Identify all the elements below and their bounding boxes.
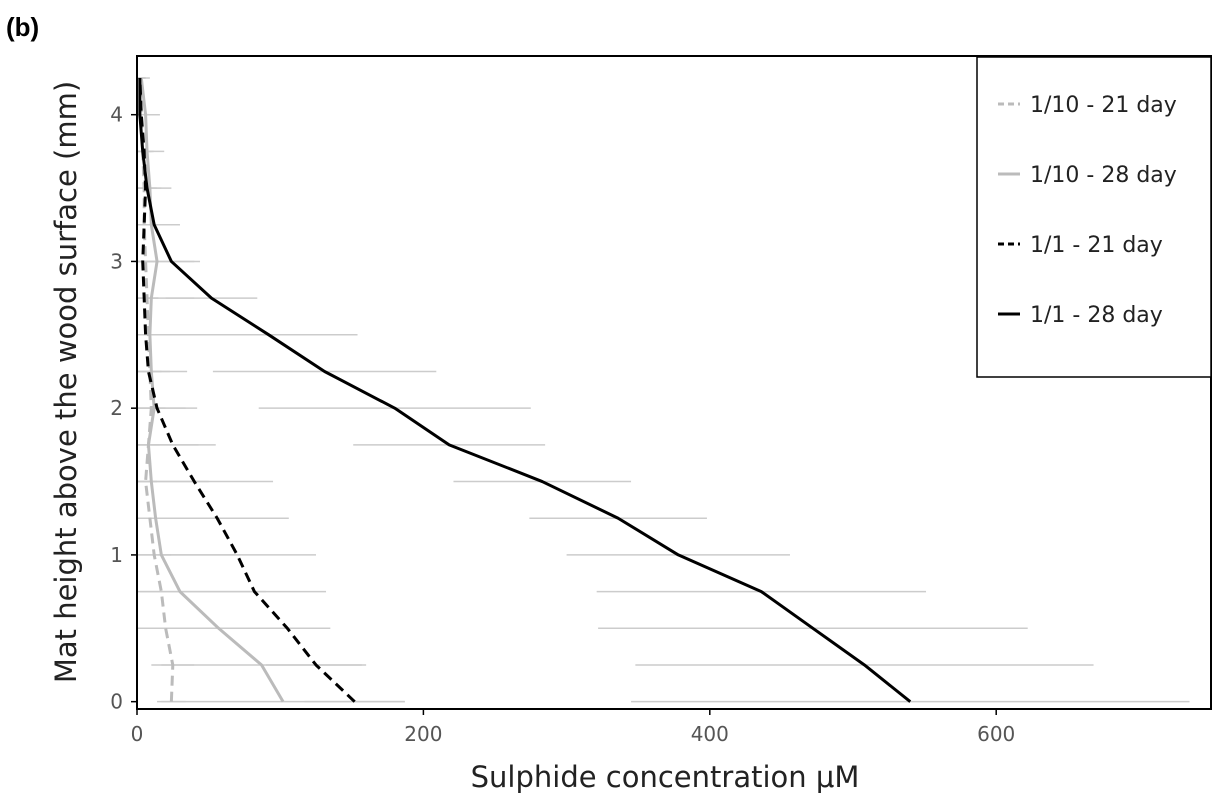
legend-label: 1/1 - 21 day — [1030, 233, 1163, 258]
x-tick-label: 400 — [691, 722, 729, 746]
x-axis-title: Sulphide concentration μM — [471, 760, 860, 794]
y-tick-label: 2 — [110, 396, 123, 420]
x-tick-label: 600 — [977, 722, 1015, 746]
series-lines — [138, 77, 912, 703]
legend-label: 1/10 - 28 day — [1030, 163, 1177, 188]
legend-label: 1/1 - 28 day — [1030, 303, 1163, 328]
legend-label: 1/10 - 21 day — [1030, 93, 1177, 118]
legend-box — [976, 56, 1212, 378]
y-tick-label: 0 — [110, 690, 123, 714]
y-tick-label: 3 — [110, 249, 123, 273]
series-line-1 — [138, 77, 175, 702]
series-line-2 — [139, 77, 285, 703]
x-tick-label: 0 — [131, 722, 144, 746]
series-line-4 — [138, 78, 912, 703]
y-axis-title: Mat height above the wood surface (mm) — [49, 81, 83, 683]
legend: 1/10 - 21 day 1/10 - 28 day 1/1 - 21 day 1/… — [976, 56, 1212, 378]
error-bars — [137, 77, 1190, 703]
y-tick-label: 1 — [110, 543, 123, 567]
panel-label: (b) — [6, 12, 39, 42]
x-axis-ticks: 0 200 400 600 — [131, 709, 1015, 746]
plot-frame — [136, 55, 1212, 710]
y-tick-label: 4 — [110, 103, 123, 127]
series-line-3 — [138, 77, 356, 703]
x-tick-label: 200 — [404, 722, 442, 746]
y-axis-ticks: 0 1 2 3 4 — [110, 103, 137, 714]
